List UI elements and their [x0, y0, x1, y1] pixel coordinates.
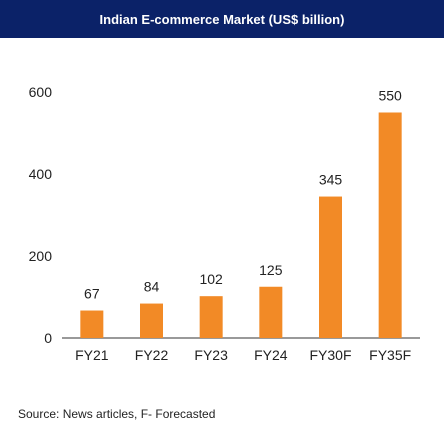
bars — [80, 112, 402, 338]
bar-fy35f — [378, 112, 402, 338]
y-tick-label: 200 — [29, 248, 53, 264]
y-tick-label: 400 — [29, 166, 53, 182]
data-label-fy30f: 345 — [319, 172, 343, 188]
x-axis-ticks: FY21 FY22 FY23 FY24 FY30F FY35F — [75, 347, 411, 363]
bar-fy30f — [319, 196, 342, 338]
x-tick-label-fy21: FY21 — [75, 347, 109, 363]
x-tick-label-fy30f: FY30F — [309, 347, 351, 363]
bar-fy22 — [140, 303, 163, 338]
x-tick-label-fy22: FY22 — [135, 347, 169, 363]
data-label-fy24: 125 — [259, 262, 283, 278]
x-tick-label-fy35f: FY35F — [369, 347, 411, 363]
data-label-fy21: 67 — [84, 286, 100, 302]
bar-fy21 — [80, 310, 104, 338]
source-note: Source: News articles, F- Forecasted — [18, 407, 216, 421]
data-label-fy23: 102 — [199, 271, 223, 287]
bar-chart: 0 200 400 600 67 84 102 125 345 550 FY21 FY22 FY23… — [29, 84, 420, 363]
data-labels: 67 84 102 125 345 550 — [84, 88, 402, 302]
data-label-fy35f: 550 — [378, 88, 402, 104]
bar-fy24 — [259, 286, 283, 338]
data-label-fy22: 84 — [144, 279, 160, 295]
y-axis-ticks: 0 200 400 600 — [29, 84, 53, 346]
y-tick-label: 600 — [29, 84, 53, 100]
y-tick-label: 0 — [44, 330, 52, 346]
x-tick-label-fy24: FY24 — [254, 347, 288, 363]
bar-fy23 — [199, 296, 223, 338]
x-tick-label-fy23: FY23 — [194, 347, 228, 363]
chart-title: Indian E-commerce Market (US$ billion) — [0, 0, 444, 38]
